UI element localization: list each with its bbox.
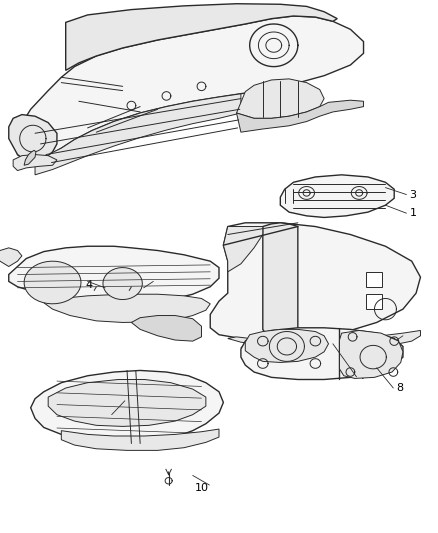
Polygon shape — [35, 94, 241, 175]
Polygon shape — [228, 330, 420, 349]
Text: 9: 9 — [94, 412, 101, 422]
Text: 1: 1 — [410, 208, 417, 218]
Polygon shape — [263, 223, 298, 338]
Polygon shape — [18, 16, 364, 161]
Polygon shape — [0, 248, 22, 266]
Polygon shape — [223, 227, 263, 272]
Polygon shape — [339, 330, 403, 378]
Polygon shape — [13, 155, 57, 171]
Polygon shape — [131, 316, 201, 341]
Polygon shape — [237, 79, 324, 118]
Polygon shape — [366, 272, 382, 287]
Text: 10: 10 — [195, 483, 209, 492]
Polygon shape — [9, 115, 57, 161]
Polygon shape — [24, 261, 81, 304]
Polygon shape — [48, 379, 206, 426]
Polygon shape — [31, 370, 223, 443]
Text: 6: 6 — [125, 280, 132, 290]
Polygon shape — [44, 294, 210, 322]
Polygon shape — [103, 268, 142, 300]
Polygon shape — [366, 294, 382, 309]
Polygon shape — [24, 150, 36, 165]
Text: 4: 4 — [85, 280, 92, 290]
Text: 3: 3 — [410, 190, 417, 199]
Polygon shape — [245, 329, 328, 362]
Polygon shape — [210, 223, 420, 340]
Text: 8: 8 — [396, 383, 403, 393]
Polygon shape — [9, 246, 219, 303]
Text: 7: 7 — [359, 371, 366, 381]
Polygon shape — [241, 328, 403, 379]
Polygon shape — [61, 429, 219, 450]
Polygon shape — [237, 100, 364, 132]
Polygon shape — [280, 175, 394, 217]
Polygon shape — [66, 4, 337, 70]
